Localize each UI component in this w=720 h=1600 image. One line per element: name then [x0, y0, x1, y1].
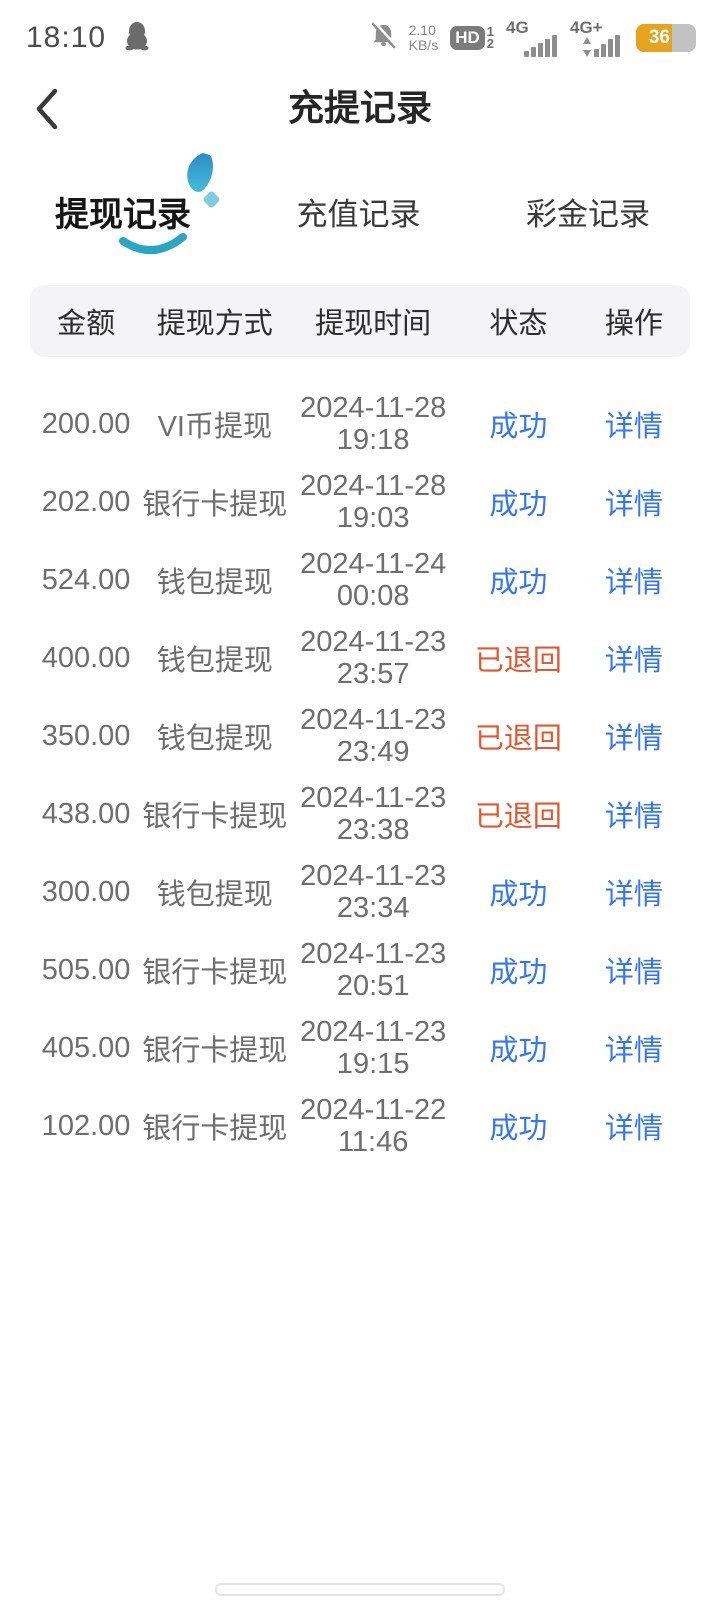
- cell-amount: 400.00: [41, 641, 131, 674]
- cell-time: 2024-11-28 19:03: [300, 470, 447, 534]
- cell-method: 钱包提现: [156, 567, 273, 599]
- cell-method: 银行卡提现: [142, 801, 288, 833]
- signal-sim2: 4G+: [570, 17, 622, 57]
- cell-method: 钱包提现: [156, 879, 273, 911]
- table-row: 200.00 VI币提现 2024-11-28 19:18 成功 详情: [30, 385, 690, 463]
- notifications-muted-icon: [370, 21, 397, 54]
- tab-withdraw-records[interactable]: 提现记录: [55, 152, 220, 254]
- cell-amount: 350.00: [41, 719, 131, 752]
- cell-amount: 405.00: [41, 1031, 131, 1064]
- table-row: 300.00 钱包提现 2024-11-23 23:34 成功 详情: [30, 853, 690, 931]
- cell-status: 成功: [489, 1035, 548, 1067]
- tab-recharge-records[interactable]: 充值记录: [296, 196, 421, 232]
- battery-percent: 36: [636, 24, 672, 52]
- cell-amount: 505.00: [41, 953, 131, 986]
- cell-method: 银行卡提现: [142, 1113, 288, 1145]
- tab-bar: 提现记录 充值记录 彩金记录: [0, 152, 720, 254]
- cell-amount: 202.00: [41, 485, 131, 518]
- detail-link[interactable]: 详情: [604, 567, 663, 599]
- cell-time: 2024-11-22 11:46: [300, 1094, 447, 1158]
- sim2-indicator: 2: [486, 36, 494, 51]
- detail-link[interactable]: 详情: [604, 801, 663, 833]
- cell-method: 银行卡提现: [142, 489, 288, 521]
- cell-status: 成功: [489, 411, 548, 443]
- signal-sim1: 4G: [506, 17, 558, 57]
- nav-header: 充提记录: [0, 66, 720, 150]
- cell-time: 2024-11-23 23:38: [300, 782, 447, 846]
- tab-bonus-records[interactable]: 彩金记录: [526, 196, 650, 232]
- network-type-sim1: 4G: [506, 17, 529, 37]
- cell-time: 2024-11-23 23:34: [300, 860, 447, 924]
- table-row: 438.00 银行卡提现 2024-11-23 23:38 已退回 详情: [30, 775, 690, 853]
- table-row: 524.00 钱包提现 2024-11-24 00:08 成功 详情: [30, 541, 690, 619]
- signal-bars-icon: [524, 34, 558, 57]
- detail-link[interactable]: 详情: [604, 723, 663, 755]
- clock: 18:10: [26, 21, 107, 54]
- cell-amount: 438.00: [41, 797, 131, 830]
- table-row: 202.00 银行卡提现 2024-11-28 19:03 成功 详情: [30, 463, 690, 541]
- cell-amount: 300.00: [41, 875, 131, 908]
- detail-link[interactable]: 详情: [604, 411, 663, 443]
- cell-status: 成功: [489, 1113, 548, 1145]
- table-row: 102.00 银行卡提现 2024-11-22 11:46 成功 详情: [30, 1087, 690, 1165]
- detail-link[interactable]: 详情: [604, 879, 663, 911]
- table-row: 405.00 银行卡提现 2024-11-23 19:15 成功 详情: [30, 1009, 690, 1087]
- cell-time: 2024-11-23 23:57: [300, 626, 447, 690]
- cell-method: 银行卡提现: [142, 1035, 288, 1067]
- battery-indicator: 36: [636, 24, 696, 52]
- cell-time: 2024-11-23 20:51: [300, 938, 447, 1002]
- cell-method: VI币提现: [157, 411, 272, 443]
- sim1-indicator: 1: [486, 24, 494, 39]
- detail-link[interactable]: 详情: [604, 645, 663, 677]
- network-type-sim2: 4G+: [570, 17, 603, 37]
- cell-status: 成功: [489, 957, 548, 989]
- cell-method: 银行卡提现: [142, 957, 288, 989]
- cell-amount: 524.00: [41, 563, 131, 596]
- hd-badge: HD: [450, 26, 485, 50]
- cell-time: 2024-11-23 19:15: [300, 1016, 447, 1080]
- active-tab-swoosh-icon: [119, 152, 220, 254]
- signal-bars-arrows-icon: [582, 34, 622, 57]
- hd-voice-indicator: HD 1 2: [450, 24, 494, 51]
- status-bar: 18:10 2.10 KB/s HD 1: [0, 0, 720, 64]
- column-header-action: 操作: [604, 308, 663, 340]
- cell-status: 成功: [489, 879, 548, 911]
- page-title: 充提记录: [287, 87, 432, 128]
- records-list: 200.00 VI币提现 2024-11-28 19:18 成功 详情 202.…: [0, 357, 720, 1165]
- cell-time: 2024-11-24 00:08: [300, 548, 447, 612]
- column-header-status: 状态: [489, 308, 548, 340]
- cell-amount: 102.00: [41, 1109, 131, 1142]
- network-speed: 2.10 KB/s: [408, 22, 439, 53]
- cell-time: 2024-11-23 23:49: [300, 704, 447, 768]
- table-row: 350.00 钱包提现 2024-11-23 23:49 已退回 详情: [30, 697, 690, 775]
- detail-link[interactable]: 详情: [604, 1113, 663, 1145]
- table-row: 505.00 银行卡提现 2024-11-23 20:51 成功 详情: [30, 931, 690, 1009]
- column-header-amount: 金额: [57, 308, 116, 340]
- cell-status: 已退回: [474, 723, 562, 755]
- cell-status: 成功: [489, 489, 548, 521]
- detail-link[interactable]: 详情: [604, 1035, 663, 1067]
- cell-method: 钱包提现: [156, 645, 273, 677]
- column-header-time: 提现时间: [315, 308, 432, 340]
- detail-link[interactable]: 详情: [604, 957, 663, 989]
- back-button[interactable]: [32, 86, 62, 132]
- cell-time: 2024-11-28 19:18: [300, 392, 447, 456]
- column-header-method: 提现方式: [156, 308, 273, 340]
- cell-status: 已退回: [474, 801, 562, 833]
- cell-status: 已退回: [474, 645, 562, 677]
- qq-penguin-notification-icon: [124, 21, 150, 56]
- home-indicator[interactable]: [215, 1583, 505, 1596]
- cell-status: 成功: [489, 567, 548, 599]
- detail-link[interactable]: 详情: [604, 489, 663, 521]
- cell-amount: 200.00: [41, 407, 131, 440]
- table-row: 400.00 钱包提现 2024-11-23 23:57 已退回 详情: [30, 619, 690, 697]
- cell-method: 钱包提现: [156, 723, 273, 755]
- table-header: 金额 提现方式 提现时间 状态 操作: [30, 285, 690, 357]
